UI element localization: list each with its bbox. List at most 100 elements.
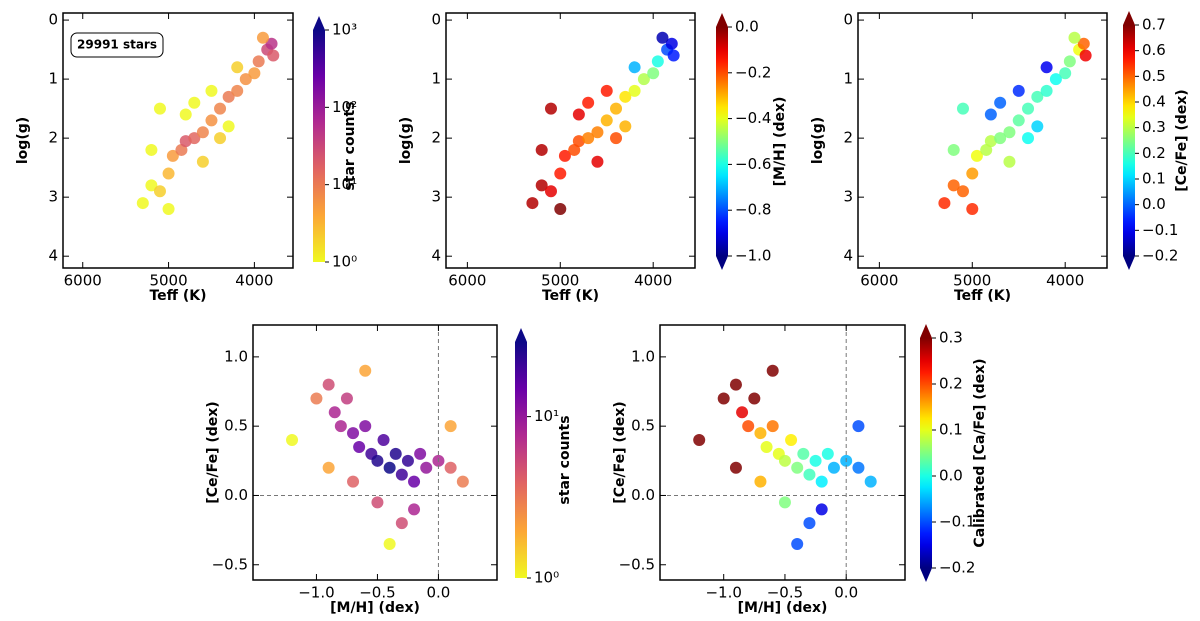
- data-point: [984, 135, 997, 148]
- colorbar: [716, 27, 728, 256]
- data-point: [754, 475, 767, 488]
- data-point: [322, 461, 335, 474]
- data-point: [717, 392, 730, 405]
- y-axis-label: [Ce/Fe] (dex): [612, 401, 628, 503]
- data-point: [526, 197, 539, 210]
- colorbar-tick-label: 0.0: [1142, 195, 1166, 213]
- data-point: [231, 84, 244, 97]
- data-point: [267, 49, 280, 62]
- y-tick-label: 1.0: [631, 347, 655, 365]
- colorbar-tick-label: 0.4: [1142, 93, 1166, 111]
- data-point: [347, 427, 360, 440]
- data-point: [628, 84, 641, 97]
- data-point: [166, 149, 179, 162]
- data-point: [600, 84, 613, 97]
- data-point: [153, 185, 166, 198]
- data-point: [359, 364, 372, 377]
- data-point: [667, 49, 680, 62]
- axes-frame: [252, 324, 498, 581]
- data-point: [1003, 155, 1016, 168]
- colorbar-extend: [1123, 256, 1135, 270]
- data-point: [389, 447, 402, 460]
- data-point: [864, 475, 877, 488]
- colorbar-tick-label: 10⁰: [534, 569, 559, 587]
- data-point: [791, 461, 804, 474]
- colorbar-tick-label: −0.6: [735, 155, 771, 173]
- y-axis-label: log(g): [398, 117, 414, 164]
- data-point: [778, 496, 791, 509]
- data-point: [994, 96, 1007, 109]
- x-tick-label: 4000: [235, 272, 273, 290]
- data-point: [647, 67, 660, 80]
- colorbar-tick-label: 0.1: [939, 421, 963, 439]
- data-point: [214, 102, 227, 115]
- y-tick-label: 0.5: [631, 417, 655, 435]
- data-point: [956, 185, 969, 198]
- colorbar-tick-label: 10¹: [534, 407, 559, 425]
- data-point: [222, 90, 235, 103]
- colorbar-tick-label: 0.6: [1142, 41, 1166, 59]
- data-point: [791, 537, 804, 550]
- data-point: [222, 120, 235, 133]
- colorbar-extend: [716, 256, 728, 270]
- y-tick-label: 2: [843, 129, 853, 147]
- data-point: [852, 420, 865, 433]
- x-tick-label: −0.5: [767, 584, 803, 602]
- y-tick-label: 4: [48, 247, 58, 265]
- data-point: [809, 454, 822, 467]
- data-point: [1068, 31, 1081, 44]
- data-point: [815, 503, 828, 516]
- y-tick-label: 1: [48, 70, 58, 88]
- data-point: [214, 132, 227, 145]
- data-point: [408, 503, 421, 516]
- data-point: [651, 55, 664, 68]
- data-point: [821, 447, 834, 460]
- annotation-box: [70, 32, 164, 58]
- data-point: [1012, 114, 1025, 127]
- data-point: [803, 517, 816, 530]
- colorbar-tick-label: 0.2: [939, 375, 963, 393]
- data-point: [444, 461, 457, 474]
- data-point: [322, 378, 335, 391]
- y-tick-label: 0: [431, 11, 441, 29]
- colorbar-label: star counts: [342, 101, 358, 190]
- data-point: [554, 167, 567, 180]
- data-point: [766, 420, 779, 433]
- data-point: [619, 120, 632, 133]
- y-tick-label: 0.0: [631, 486, 655, 504]
- data-point: [420, 461, 433, 474]
- data-point: [408, 475, 421, 488]
- colorbar-tick-label: 0.5: [1142, 67, 1166, 85]
- data-point: [815, 475, 828, 488]
- y-tick-label: 4: [431, 247, 441, 265]
- data-point: [136, 197, 149, 210]
- data-point: [401, 454, 414, 467]
- colorbar-tick-label: −1.0: [735, 247, 771, 265]
- data-point: [956, 102, 969, 115]
- colorbar-label: Calibrated [Ca/Fe] (dex): [972, 358, 988, 547]
- y-tick-label: 2: [431, 129, 441, 147]
- data-point: [377, 434, 390, 447]
- data-point: [1040, 61, 1053, 74]
- data-point: [984, 108, 997, 121]
- y-tick-label: 4: [843, 247, 853, 265]
- x-tick-label: 6000: [860, 272, 898, 290]
- y-tick-label: 0.0: [224, 486, 248, 504]
- colorbar-label: [M/H] (dex): [772, 97, 788, 187]
- data-point: [1059, 67, 1072, 80]
- data-point: [188, 96, 201, 109]
- x-tick-label: −0.5: [359, 584, 395, 602]
- data-point: [803, 468, 816, 481]
- data-point: [347, 475, 360, 488]
- data-point: [754, 427, 767, 440]
- colorbar-extend: [716, 13, 728, 27]
- y-axis-label: log(g): [15, 117, 31, 164]
- data-point: [248, 67, 261, 80]
- y-tick-label: 1: [843, 70, 853, 88]
- data-point: [395, 468, 408, 481]
- data-point: [231, 61, 244, 74]
- colorbar-tick-label: 10⁰: [332, 253, 357, 271]
- x-axis-label: Teff (K): [954, 288, 1011, 304]
- data-point: [970, 149, 983, 162]
